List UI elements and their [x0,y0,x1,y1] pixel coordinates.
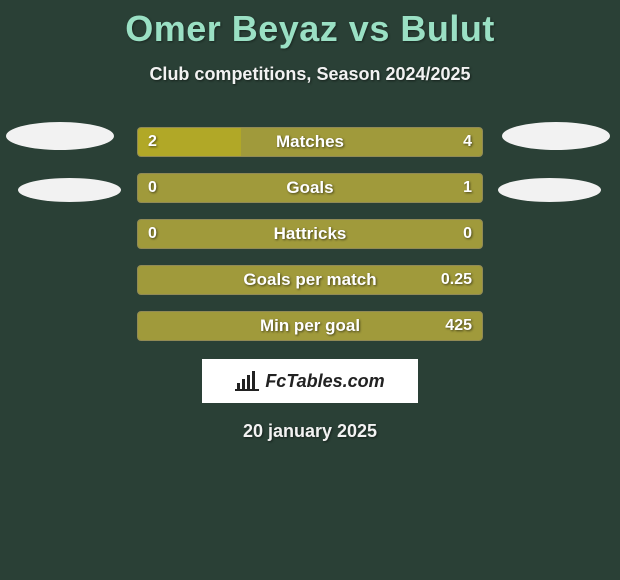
stat-bar-track [137,265,483,295]
stat-bar-track [137,127,483,157]
stat-row: Goals per match0.25 [0,265,620,295]
stat-row: Goals01 [0,173,620,203]
logo-text: FcTables.com [265,371,384,392]
stat-bar-track [137,311,483,341]
logo-chart-icon [235,371,259,391]
stat-bar-track [137,219,483,249]
snapshot-date: 20 january 2025 [0,421,620,442]
page-title: Omer Beyaz vs Bulut [0,0,620,50]
stat-row: Min per goal425 [0,311,620,341]
stat-row: Matches24 [0,127,620,157]
stat-bar-left-fill [138,128,241,156]
stat-bar-track [137,173,483,203]
subtitle: Club competitions, Season 2024/2025 [0,64,620,85]
attribution-logo: FcTables.com [202,359,418,403]
stat-row: Hattricks00 [0,219,620,249]
stat-rows: Matches24 Goals01 Hattricks00 Goals per mat… [0,127,620,341]
